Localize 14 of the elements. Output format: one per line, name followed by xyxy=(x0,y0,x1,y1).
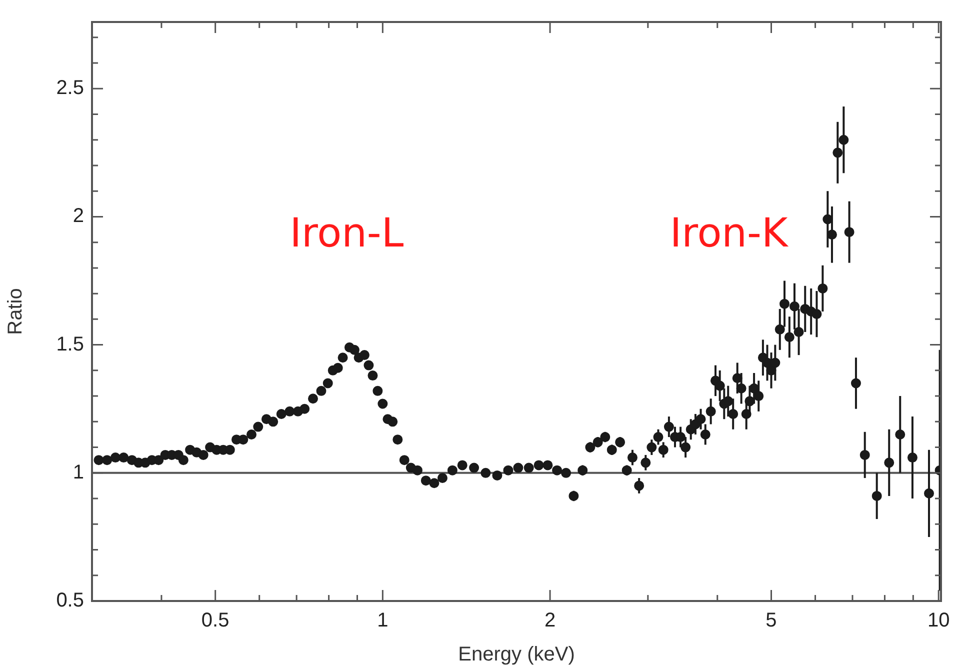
x-tick-label: 1 xyxy=(377,610,388,632)
y-tick-label: 0.5 xyxy=(56,590,84,612)
y-axis-title: Ratio xyxy=(4,288,27,335)
x-tick-label: 10 xyxy=(927,610,950,632)
y-tick-label: 2 xyxy=(72,205,84,228)
x-tick-label: 5 xyxy=(766,610,777,632)
x-axis-title: Energy (keV) xyxy=(458,644,575,666)
y-tick-label: 1.5 xyxy=(56,333,84,356)
y-tick-label: 1 xyxy=(72,461,84,484)
x-tick-label: 2 xyxy=(544,610,556,632)
x-tick-label: 0.5 xyxy=(201,610,230,632)
annotation: Iron-K xyxy=(670,210,790,257)
annotation: Iron-L xyxy=(290,210,404,257)
y-tick-label: 2.5 xyxy=(56,77,84,100)
